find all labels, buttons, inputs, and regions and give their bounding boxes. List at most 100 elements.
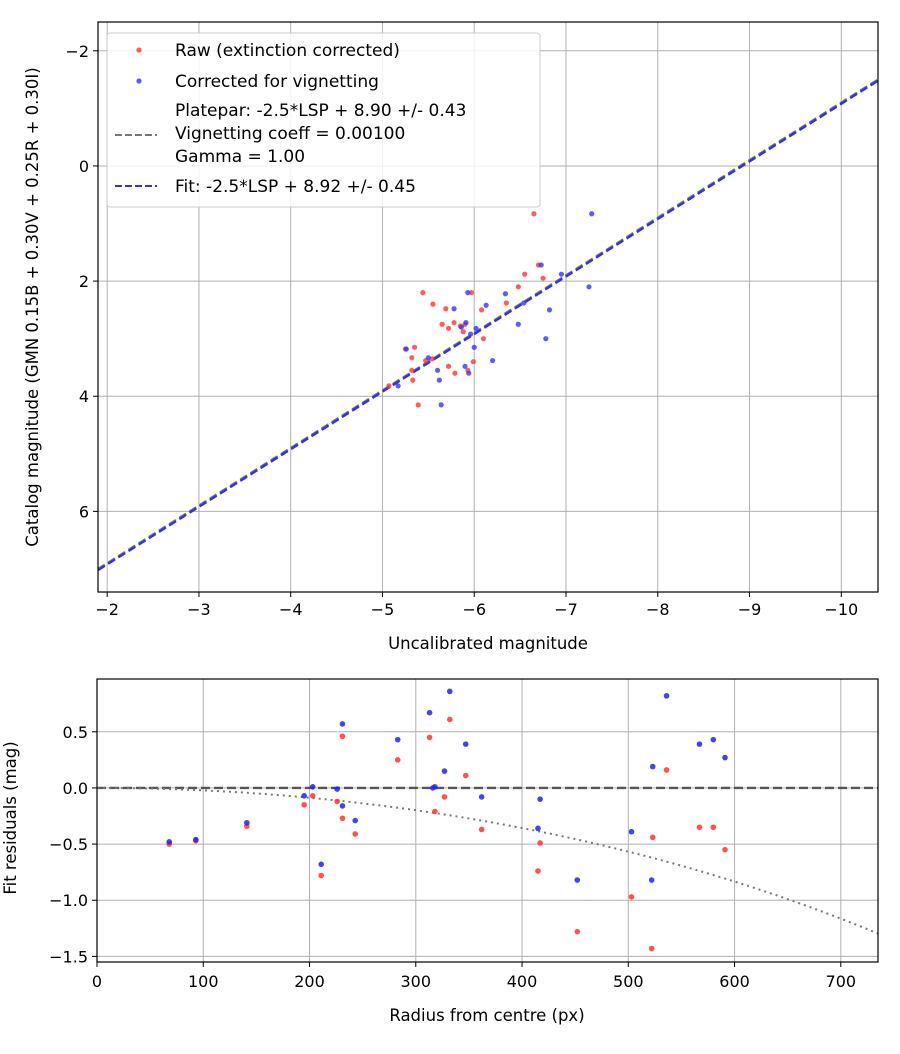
bottom-xtick-label: 0 xyxy=(92,972,102,991)
top-data-point xyxy=(409,367,415,373)
bottom-data-point xyxy=(301,792,308,799)
top-axes-frame xyxy=(97,21,879,593)
top-data-point xyxy=(489,357,496,364)
top-data-point xyxy=(521,300,527,306)
top-xtick-label: −4 xyxy=(279,600,303,619)
top-data-point xyxy=(463,319,469,326)
top-ylabel: Catalog magnitude (GMN 0.15B + 0.30V + 0… xyxy=(23,67,42,546)
top-data-point xyxy=(468,290,475,296)
bottom-xtick-label: 400 xyxy=(507,972,538,991)
top-data-point xyxy=(522,271,528,277)
bottom-panel: 0 100 200 300 400 500 600 700 −1.5 −1.0 −0.5 0.0 0.5… xyxy=(1,678,879,1025)
bottom-gridlines xyxy=(96,679,878,962)
top-xtick-label: −6 xyxy=(462,600,486,619)
legend-label-platepar: Platepar: -2.5*LSP + 8.90 +/- 0.43 Vignet… xyxy=(175,101,466,167)
bottom-data-points xyxy=(166,688,728,952)
top-xlabel: Uncalibrated magnitude xyxy=(388,634,588,653)
bottom-data-point xyxy=(426,734,433,741)
legend: Raw (extinction corrected) Corrected for… xyxy=(106,32,541,208)
bottom-data-point xyxy=(446,688,453,695)
top-data-point xyxy=(462,363,468,369)
bottom-data-point xyxy=(696,824,703,831)
bottom-data-point xyxy=(649,763,656,770)
bottom-data-point xyxy=(649,834,656,841)
top-data-point xyxy=(558,271,565,277)
legend-platepar-line: Platepar: -2.5*LSP + 8.90 +/- 0.43 xyxy=(175,101,466,121)
bottom-data-point xyxy=(339,721,346,727)
top-ytick-label: 0 xyxy=(79,157,89,176)
bottom-data-point xyxy=(648,877,655,883)
bottom-data-point xyxy=(710,824,717,831)
bottom-xlabel: Radius from centre (px) xyxy=(389,1006,584,1025)
bottom-axes-frame xyxy=(96,678,879,963)
bottom-data-point xyxy=(339,733,346,740)
bottom-data-point xyxy=(309,792,316,799)
bottom-data-point xyxy=(722,754,728,761)
bottom-data-point xyxy=(537,796,543,802)
top-ytick-label: 6 xyxy=(79,502,89,521)
bottom-data-point xyxy=(478,794,485,800)
top-data-point xyxy=(436,377,442,383)
top-xtick-label: −8 xyxy=(646,600,670,619)
legend-platepar-line: Gamma = 1.00 xyxy=(175,147,305,167)
top-xtick-label: −5 xyxy=(371,600,395,619)
top-xtick-label: −9 xyxy=(738,600,762,619)
top-data-point xyxy=(538,262,544,268)
top-data-point xyxy=(471,344,477,350)
bottom-data-point xyxy=(193,836,199,843)
top-data-point xyxy=(445,363,452,369)
bottom-data-point xyxy=(166,839,173,845)
bottom-data-point xyxy=(394,757,401,763)
top-data-point xyxy=(465,290,471,296)
bottom-data-point xyxy=(574,928,581,935)
bottom-data-point xyxy=(628,894,635,900)
top-data-point xyxy=(478,307,485,313)
bottom-xtick-label: 500 xyxy=(613,972,644,991)
bottom-data-point xyxy=(352,817,359,824)
top-data-point xyxy=(470,359,476,365)
top-data-point xyxy=(540,275,546,281)
top-data-point xyxy=(425,355,431,361)
bottom-data-point xyxy=(339,803,346,809)
bottom-data-point xyxy=(648,945,655,952)
top-fit-lines xyxy=(98,78,878,572)
top-data-point xyxy=(480,336,487,342)
legend-platepar-line: Vignetting coeff = 0.00100 xyxy=(175,124,405,144)
bottom-data-point xyxy=(394,736,401,743)
top-data-point xyxy=(409,355,415,361)
top-data-point xyxy=(410,377,416,383)
top-data-point xyxy=(515,321,521,327)
bottom-ylabel: Fit residuals (mag) xyxy=(1,741,20,894)
top-data-point xyxy=(515,284,521,290)
top-data-points xyxy=(386,211,595,408)
top-data-point xyxy=(467,331,474,337)
bottom-reference-lines xyxy=(97,786,878,935)
top-fit-line xyxy=(98,79,878,572)
bottom-data-point xyxy=(663,767,670,773)
bottom-data-point xyxy=(535,868,541,874)
top-data-point xyxy=(403,346,409,352)
top-ticks: −2 −3 −4 −5 −6 −7 −8 −9 −10 −2 0 2 4 6 xyxy=(65,42,858,619)
top-data-point xyxy=(420,290,426,296)
top-ytick-label: 4 xyxy=(79,387,89,406)
bottom-data-point xyxy=(426,709,433,716)
top-data-point xyxy=(503,300,509,306)
bottom-data-point xyxy=(352,831,359,837)
top-data-point xyxy=(531,211,537,217)
bottom-data-point xyxy=(446,716,453,723)
top-data-point xyxy=(451,319,457,326)
bottom-data-point xyxy=(462,741,469,747)
bottom-data-point xyxy=(339,815,346,822)
bottom-xtick-label: 700 xyxy=(826,972,857,991)
bottom-data-point xyxy=(334,798,340,805)
top-data-point xyxy=(395,383,401,389)
bottom-data-point xyxy=(318,872,325,879)
top-data-point xyxy=(460,329,466,335)
bottom-ticks: 0 100 200 300 400 500 600 700 −1.5 −1.0 −0.5 0.0 0.5 xyxy=(49,723,856,991)
top-data-point xyxy=(543,336,549,342)
bottom-data-point xyxy=(663,693,670,699)
legend-marker-raw xyxy=(136,47,142,53)
bottom-data-point xyxy=(244,819,250,826)
